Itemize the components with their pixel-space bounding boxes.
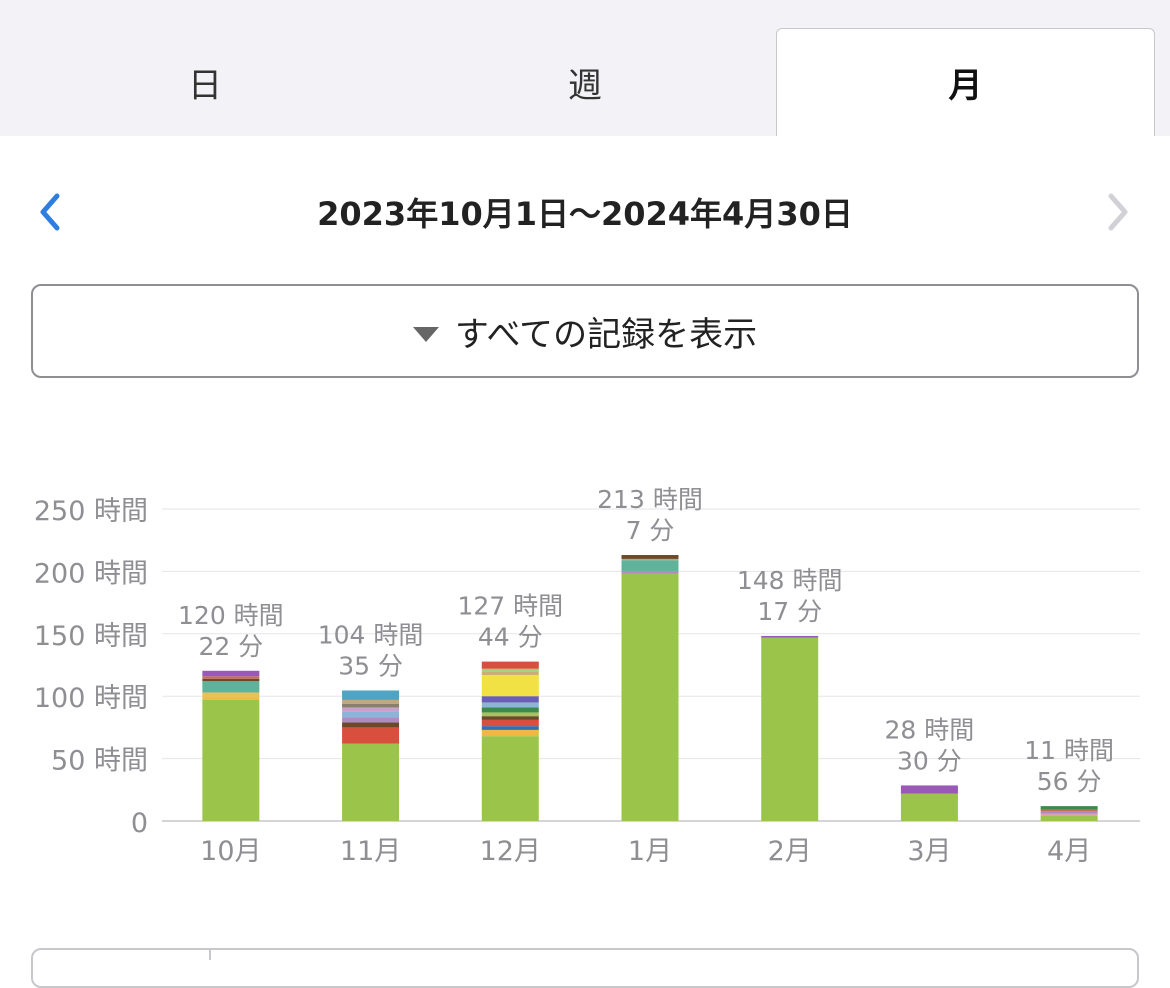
bar-segment (621, 573, 679, 821)
tab-week[interactable]: 週 (396, 28, 774, 136)
total-minutes-label: 35 分 (338, 651, 403, 680)
bar-segment (481, 661, 539, 669)
triangle-down-icon (412, 326, 439, 342)
x-tick-label: 2月 (768, 836, 812, 867)
bar-segment (621, 571, 679, 574)
bar-segment (481, 668, 539, 672)
y-tick-label: 0 (131, 808, 148, 839)
record-filter-dropdown[interactable]: すべての記録を表示 (31, 284, 1139, 378)
total-hours-label: 11 時間 (1024, 736, 1114, 765)
period-tab-bar: 日 週 月 (0, 0, 1170, 136)
x-tick-label: 1月 (628, 836, 672, 867)
y-tick-label: 200 時間 (34, 558, 148, 589)
bar-segment (342, 690, 400, 700)
total-hours-label: 148 時間 (737, 566, 843, 595)
total-hours-label: 28 時間 (885, 715, 975, 744)
bar-segment (342, 727, 400, 744)
bar-segment (202, 676, 260, 679)
bar-segment (900, 793, 958, 821)
bar-segment (761, 637, 819, 821)
bar-segment (481, 707, 539, 713)
x-tick-label: 11月 (340, 836, 401, 867)
bar-segment (481, 719, 539, 727)
tab-month-label: 月 (948, 66, 983, 106)
bar-segment (481, 671, 539, 675)
bar-segment (1040, 816, 1098, 821)
bar-segment (342, 717, 400, 723)
bar-segment (481, 726, 539, 730)
bar-segment (1040, 811, 1098, 814)
bar-segment (202, 670, 260, 677)
x-tick-label: 3月 (907, 836, 951, 867)
total-minutes-label: 7 分 (626, 516, 675, 545)
summary-table-edge (31, 948, 1139, 988)
bar-segment (481, 712, 539, 717)
x-tick-label: 12月 (480, 836, 541, 867)
bar-segment (202, 697, 260, 700)
tab-month[interactable]: 月 (776, 28, 1155, 136)
bar-segment (202, 678, 260, 682)
bar-segment (342, 722, 400, 728)
total-minutes-label: 44 分 (478, 623, 543, 652)
total-minutes-label: 30 分 (897, 746, 962, 775)
bar-segment (481, 716, 539, 720)
record-filter-label: すべての記録を表示 (454, 314, 758, 355)
y-tick-label: 50 時間 (51, 746, 148, 777)
y-tick-label: 150 時間 (34, 621, 148, 652)
total-hours-label: 213 時間 (597, 485, 703, 514)
x-tick-label: 10月 (200, 836, 261, 867)
total-minutes-label: 17 分 (757, 597, 822, 626)
total-hours-label: 127 時間 (457, 592, 563, 621)
bar-segment (621, 560, 679, 572)
next-period-button[interactable] (1098, 192, 1138, 232)
chevron-left-icon (40, 193, 60, 231)
bar-segment (202, 699, 260, 821)
bar-segment (621, 555, 679, 559)
total-minutes-label: 22 分 (198, 632, 263, 661)
bar-segment (1040, 806, 1098, 810)
bar-segment (342, 711, 400, 718)
total-minutes-label: 56 分 (1037, 767, 1102, 796)
date-range-label: 2023年10月1日〜2024年4月30日 (317, 195, 853, 233)
bar-segment (481, 674, 539, 697)
y-tick-label: 250 時間 (34, 496, 148, 527)
bar-segment (342, 707, 400, 712)
x-tick-label: 4月 (1047, 836, 1091, 867)
bar-segment (342, 699, 400, 704)
bar-segment (481, 736, 539, 821)
bar-segment (481, 696, 539, 703)
tab-day[interactable]: 日 (16, 28, 394, 136)
bar-segment (761, 635, 819, 638)
tab-week-label: 週 (568, 65, 602, 106)
bar-segment (1040, 809, 1098, 812)
y-tick-label: 100 時間 (34, 683, 148, 714)
prev-period-button[interactable] (30, 192, 70, 232)
total-hours-label: 120 時間 (178, 601, 284, 630)
bar-segment (621, 558, 679, 561)
chevron-right-icon (1108, 193, 1128, 231)
tab-day-label: 日 (188, 65, 222, 106)
date-range-nav: 2023年10月1日〜2024年4月30日 (0, 170, 1170, 254)
summary-table-divider (209, 950, 211, 960)
bar-segment (202, 692, 260, 698)
bar-segment (1040, 813, 1098, 817)
bar-segment (481, 729, 539, 737)
bar-segment (481, 702, 539, 708)
total-hours-label: 104 時間 (318, 620, 424, 649)
bar-segment (900, 785, 958, 794)
bar-segment (342, 703, 400, 708)
bar-segment (342, 743, 400, 821)
bar-segment (202, 681, 260, 693)
